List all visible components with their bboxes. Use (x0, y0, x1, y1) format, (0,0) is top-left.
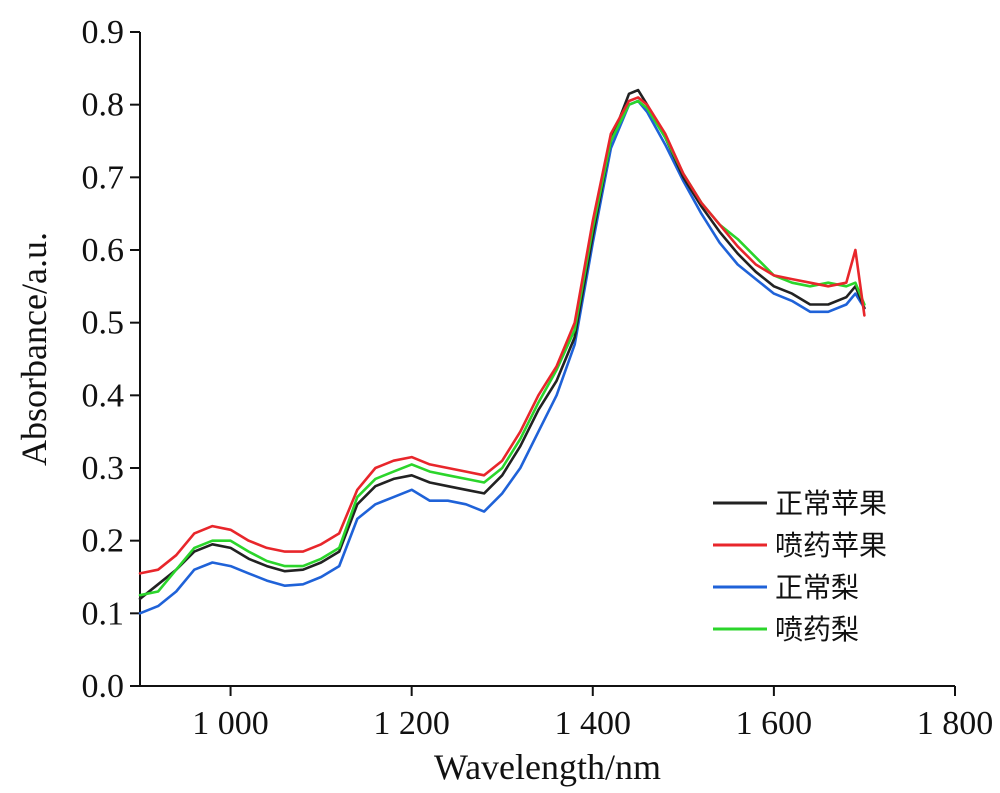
legend-item: 喷药苹果 (713, 529, 887, 562)
legend-label: 正常梨 (775, 571, 859, 604)
y-tick-label: 0.4 (82, 377, 125, 414)
y-tick-label: 0.9 (82, 14, 125, 51)
x-tick-label: 1 000 (192, 705, 269, 742)
x-tick-label: 1 400 (555, 705, 632, 742)
series-lines (138, 88, 866, 615)
legend-label: 喷药苹果 (775, 529, 887, 562)
y-tick-label: 0.7 (82, 159, 125, 196)
legend-item: 正常梨 (713, 571, 859, 604)
y-tick-label: 0.0 (82, 668, 125, 705)
x-tick-label: 1 200 (373, 705, 450, 742)
series-line (138, 99, 866, 615)
y-tick-label: 0.1 (82, 595, 125, 632)
y-axis-title: Absorbance/a.u. (14, 232, 54, 466)
x-tick-label: 1 800 (917, 705, 994, 742)
legend-item: 正常苹果 (713, 487, 887, 520)
x-tick-label: 1 600 (736, 705, 813, 742)
legend-label: 正常苹果 (775, 487, 887, 520)
series-line (138, 99, 866, 597)
y-tick-label: 0.3 (82, 450, 125, 487)
x-axis-title: Wavelength/nm (434, 747, 661, 787)
y-tick-label: 0.6 (82, 232, 125, 269)
legend-item: 喷药梨 (713, 613, 859, 646)
legend-label: 喷药梨 (775, 613, 859, 646)
y-axis-ticks: 0.0 0.1 0.2 0.3 0.4 0.5 0.6 0.7 0.8 0.9 (82, 14, 140, 705)
plot-area: 1 000 1 200 1 400 1 600 1 800 0.00.10.20.30.… (82, 14, 994, 742)
series-line (138, 88, 866, 601)
x-axis-ticks: 1 000 1 200 1 400 1 600 1 800 (192, 686, 993, 742)
y-tick-label: 0.5 (82, 305, 125, 342)
y-tick-label: 0.2 (82, 523, 125, 560)
series-line (138, 96, 866, 575)
y-tick-label: 0.8 (82, 87, 125, 124)
